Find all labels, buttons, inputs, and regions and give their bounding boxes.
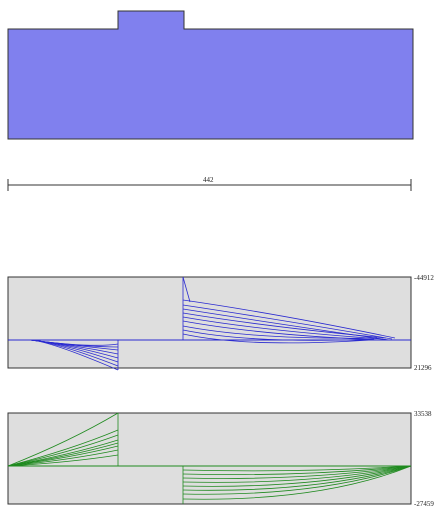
- moment-curve: [7, 434, 119, 467]
- moment-curve: [182, 465, 412, 479]
- shear-panel-background: [7, 276, 412, 369]
- moment-min-label: -27459: [414, 500, 434, 508]
- moment-curve: [7, 429, 119, 467]
- moment-envelope-panel: 33538 -27459: [7, 410, 434, 508]
- cross-section-shape: [7, 10, 414, 140]
- moment-curve: [182, 465, 412, 491]
- moment-curve: [7, 412, 119, 467]
- moment-curve: [7, 454, 119, 467]
- span-dimension: 442: [7, 176, 412, 191]
- moment-curve: [182, 465, 412, 483]
- moment-envelope-curves: [7, 412, 412, 504]
- shear-envelope-panel: -44912 21296: [7, 274, 434, 372]
- shear-curve: [182, 304, 393, 340]
- moment-curve: [182, 465, 412, 495]
- shear-curve: [182, 333, 372, 344]
- shear-curve: [182, 325, 378, 339]
- moment-curve: [7, 449, 119, 467]
- shear-min-label: 21296: [414, 364, 432, 372]
- moment-curve: [182, 465, 412, 472]
- moment-curve: [182, 465, 412, 476]
- shear-curve: [182, 312, 387, 339]
- shear-curve: [182, 299, 396, 339]
- shear-curve: [182, 316, 384, 340]
- moment-curve: [7, 445, 119, 467]
- shear-max-label: -44912: [414, 274, 434, 282]
- moment-panel-background: [7, 412, 412, 505]
- moment-max-label: 33538: [414, 410, 432, 418]
- moment-curve: [182, 465, 412, 487]
- shear-curve: [182, 276, 191, 303]
- moment-curve: [182, 465, 412, 500]
- dimension-label: 442: [203, 176, 214, 184]
- shear-curve: [29, 339, 119, 346]
